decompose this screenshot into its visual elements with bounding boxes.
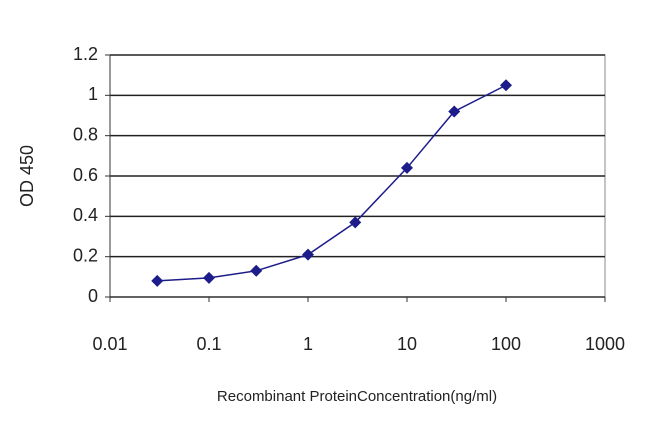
data-point	[203, 271, 215, 284]
y-tick-label: 0.6	[73, 165, 98, 185]
x-tick-label: 1	[303, 334, 313, 354]
data-point	[302, 248, 314, 261]
y-tick-label: 1.2	[73, 44, 98, 64]
data-point	[448, 105, 461, 118]
data-point	[401, 161, 413, 174]
data-point	[151, 274, 164, 287]
x-axis-title: Recombinant ProteinConcentration(ng/ml)	[217, 388, 497, 405]
data-line	[157, 84, 507, 282]
x-tick-label: 1000	[585, 334, 625, 354]
data-point	[500, 79, 512, 92]
x-tick-label: 0.1	[196, 334, 221, 354]
y-axis-title: OD 450	[17, 145, 37, 207]
y-tick-label: 0.4	[73, 205, 98, 225]
y-tick-label: 0.8	[73, 124, 98, 144]
x-tick-label: 100	[491, 334, 521, 354]
data-point	[349, 216, 362, 229]
x-tick-label: 10	[397, 334, 417, 354]
y-tick-label: 1	[88, 84, 98, 104]
data-point	[250, 264, 263, 277]
y-tick-label: 0.2	[73, 245, 98, 265]
x-tick-label: 0.01	[92, 334, 127, 354]
y-tick-label: 0	[88, 286, 98, 306]
